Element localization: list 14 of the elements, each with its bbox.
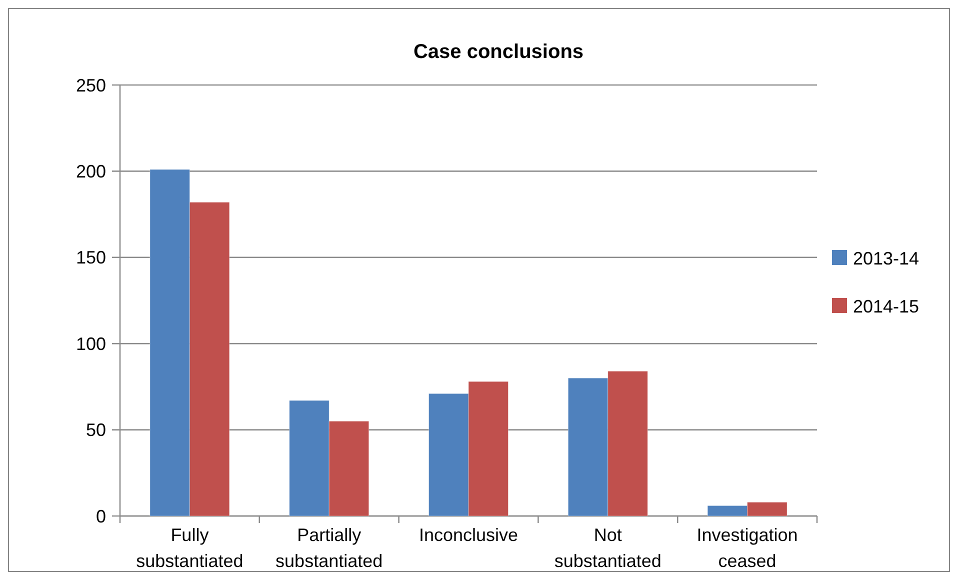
y-tick-label: 200 (76, 162, 106, 182)
y-tick-label: 150 (76, 248, 106, 268)
chart-title: Case conclusions (413, 41, 584, 63)
x-tick-label: Investigation ceased (696, 525, 798, 571)
legend-label: 2014-15 (853, 296, 920, 316)
legend-label: 2013-14 (853, 248, 920, 268)
y-tick-label: 250 (76, 75, 106, 96)
x-tick-label: Inconclusive (418, 525, 518, 545)
y-tick-label: 100 (76, 334, 106, 354)
y-tick-label: 50 (86, 420, 106, 440)
y-tick-label: 0 (96, 506, 106, 526)
x-tick-label: Partially substantiated (276, 525, 383, 571)
x-tick-label: Not substantiated (554, 525, 662, 571)
x-tick-label: Fully substantiated (136, 525, 244, 571)
